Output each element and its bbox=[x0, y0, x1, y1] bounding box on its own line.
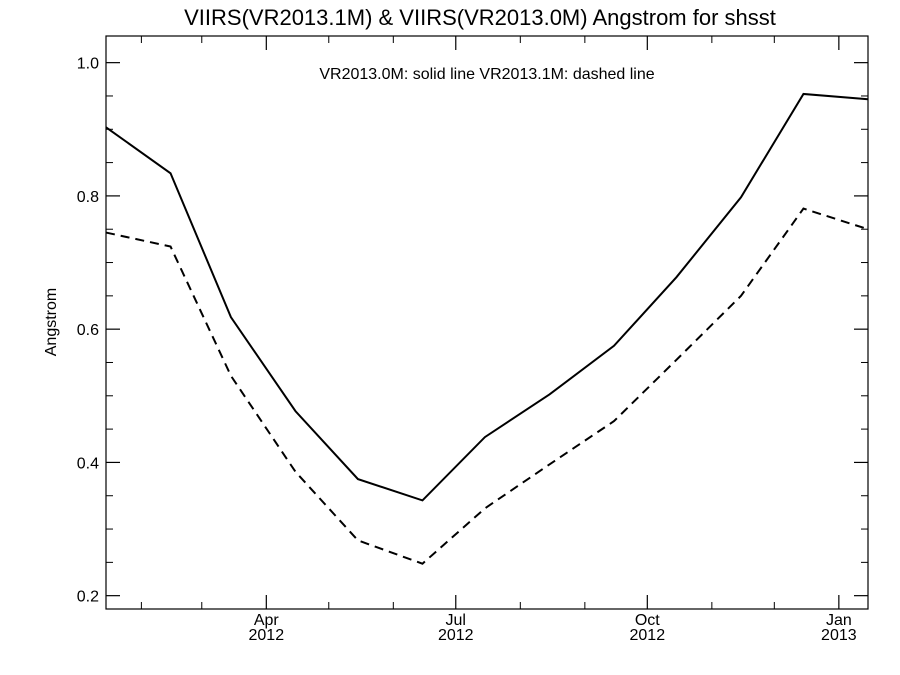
y-tick-label: 0.6 bbox=[77, 322, 99, 339]
y-axis-label: Angstrom bbox=[43, 288, 60, 356]
x-tick-month-label: Oct bbox=[635, 612, 660, 629]
y-tick-label: 0.4 bbox=[77, 455, 99, 472]
series-line-dashed bbox=[105, 207, 869, 565]
x-tick-year-label: 2012 bbox=[438, 627, 474, 644]
series-style-note: VR2013.0M: solid line VR2013.1M: dashed … bbox=[319, 66, 654, 83]
series-line-solid bbox=[105, 92, 869, 502]
axis-ticks: 0.20.40.60.81.0Apr2012Jul2012Oct2012Jan2… bbox=[77, 36, 868, 644]
series-lines bbox=[105, 92, 869, 565]
x-tick-year-label: 2012 bbox=[249, 627, 285, 644]
x-tick-month-label: Jan bbox=[826, 612, 852, 629]
y-tick-label: 1.0 bbox=[77, 56, 99, 73]
plot-frame bbox=[105, 35, 869, 610]
x-tick-year-label: 2013 bbox=[821, 627, 857, 644]
chart-title: VIIRS(VR2013.1M) & VIIRS(VR2013.0M) Angs… bbox=[184, 5, 776, 30]
x-tick-year-label: 2012 bbox=[630, 627, 666, 644]
x-tick-month-label: Jul bbox=[446, 612, 466, 629]
y-tick-label: 0.2 bbox=[77, 589, 99, 606]
y-tick-label: 0.8 bbox=[77, 189, 99, 206]
x-tick-month-label: Apr bbox=[254, 612, 280, 629]
